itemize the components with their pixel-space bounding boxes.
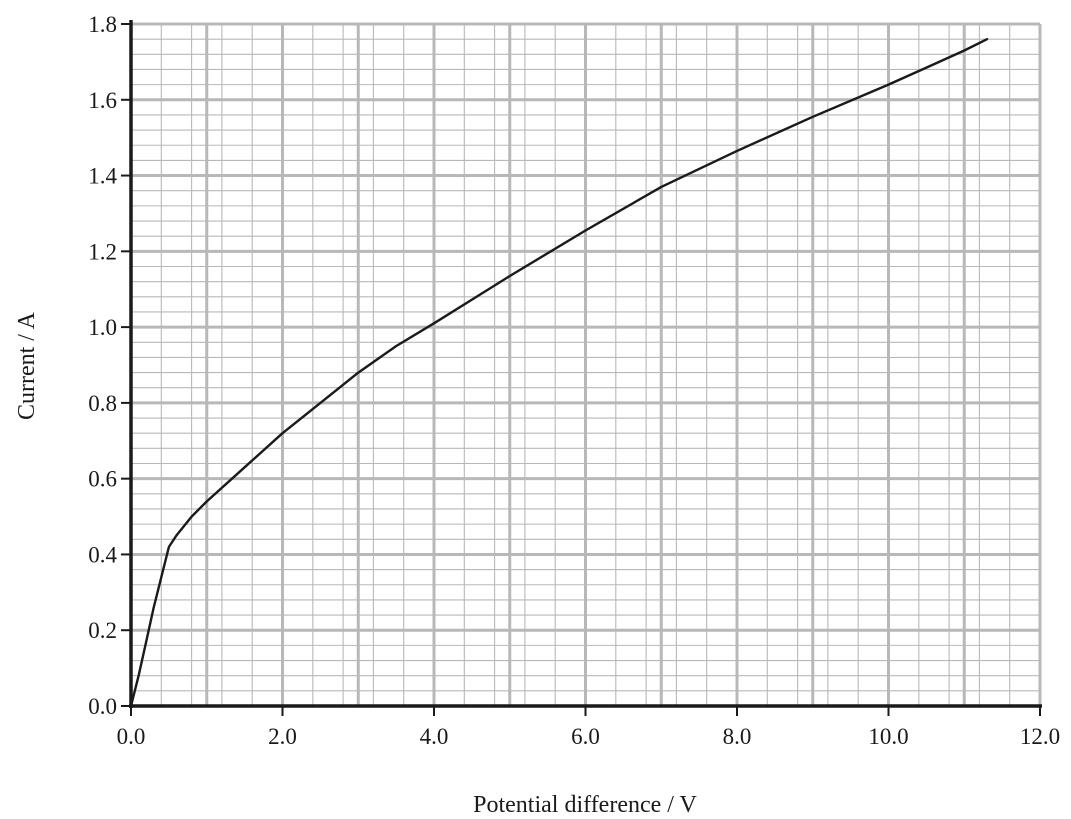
y-tick-label: 0.4 — [88, 542, 117, 567]
y-tick-label: 0.2 — [88, 618, 117, 643]
y-tick-label: 1.2 — [88, 239, 117, 264]
data-series — [129, 38, 989, 708]
x-tick-label: 2.0 — [268, 724, 297, 749]
x-tick-label: 10.0 — [868, 724, 908, 749]
x-tick-label: 8.0 — [723, 724, 752, 749]
x-tick-label: 0.0 — [117, 724, 146, 749]
y-tick-label: 1.8 — [88, 12, 117, 37]
y-tick-label: 0.8 — [88, 391, 117, 416]
y-tick-label: 1.6 — [88, 88, 117, 113]
y-tick-label: 1.0 — [88, 315, 117, 340]
y-tick-label: 1.4 — [88, 164, 117, 189]
y-tick-label: 0.6 — [88, 467, 117, 492]
tick-labels: 0.0 0.2 0.4 0.6 0.8 1.0 1.2 1.4 1.6 1.8 0.0 2.0 4.0 6… — [88, 12, 1060, 749]
current-voltage-curve — [129, 38, 989, 708]
y-axis-title: Current / A — [14, 311, 40, 420]
x-axis-title: Potential difference / V — [473, 792, 697, 818]
x-tick-label: 6.0 — [571, 724, 600, 749]
y-tick-label: 0.0 — [88, 694, 117, 719]
x-tick-label: 12.0 — [1020, 724, 1060, 749]
major-gridlines — [129, 22, 1042, 708]
x-tick-label: 4.0 — [420, 724, 449, 749]
